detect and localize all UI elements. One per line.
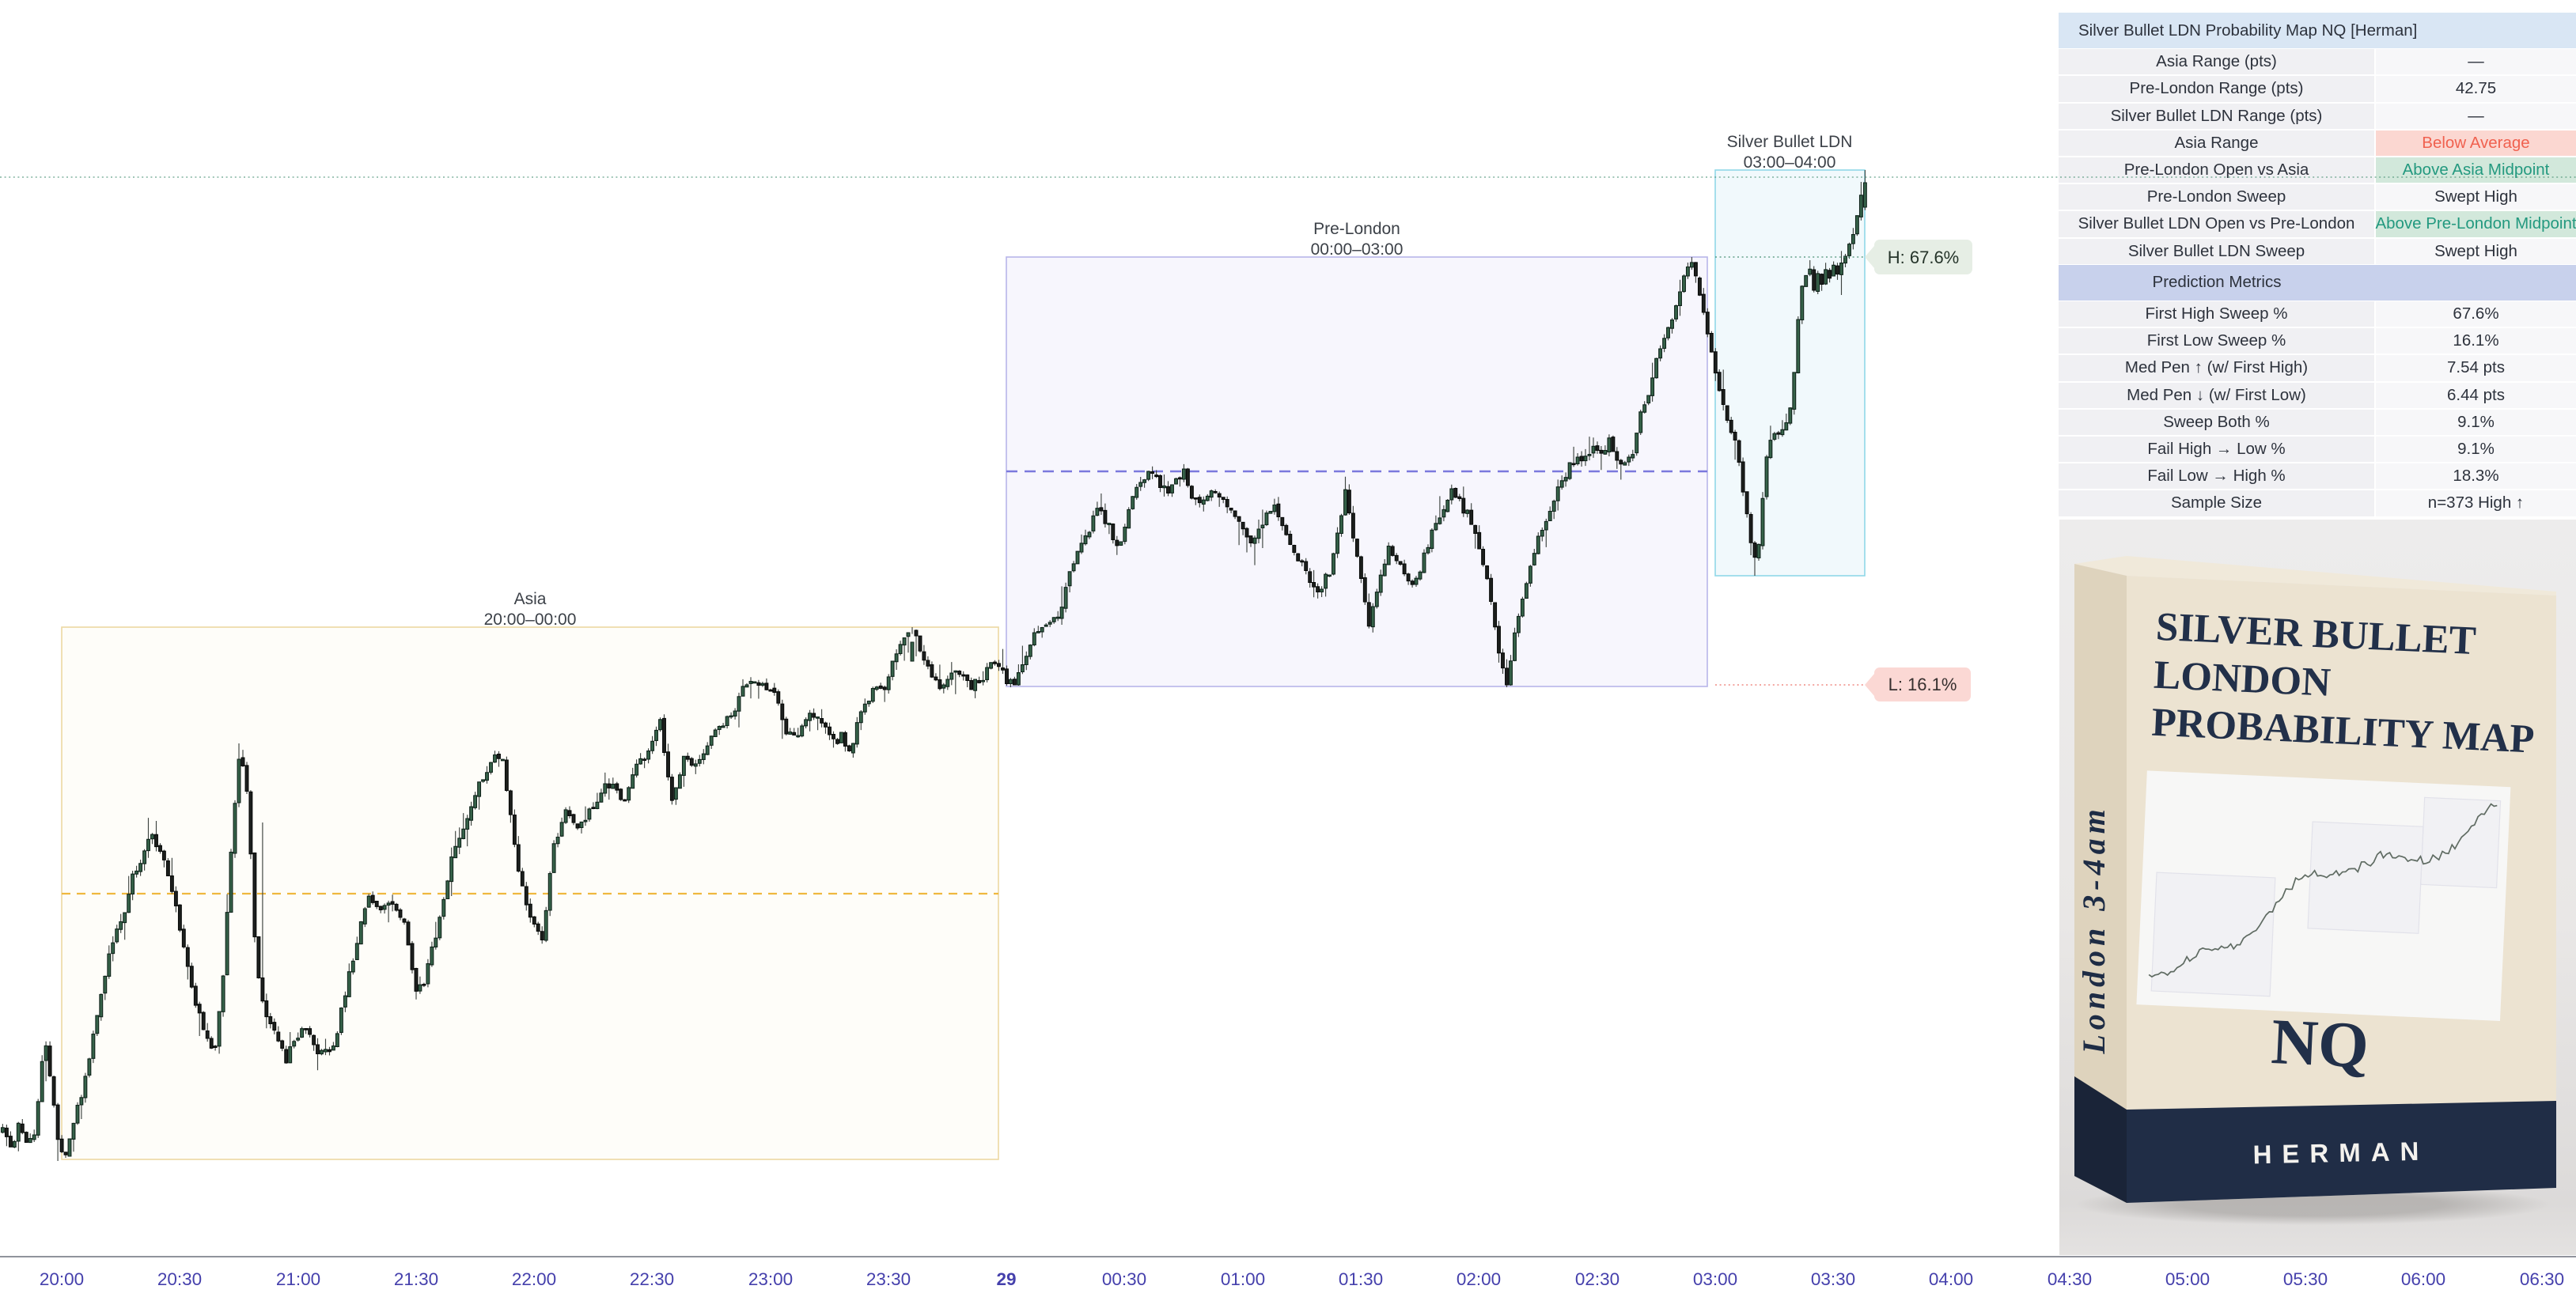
svg-text:NQ: NQ: [2270, 1005, 2370, 1081]
svg-text:LONDON: LONDON: [2153, 653, 2332, 705]
svg-text:London 3-4am: London 3-4am: [2076, 804, 2112, 1054]
svg-text:L: 16.1%: L: 16.1%: [1888, 675, 1957, 694]
svg-text:HERMAN: HERMAN: [2252, 1136, 2430, 1170]
svg-text:H: 67.6%: H: 67.6%: [1888, 248, 1960, 267]
